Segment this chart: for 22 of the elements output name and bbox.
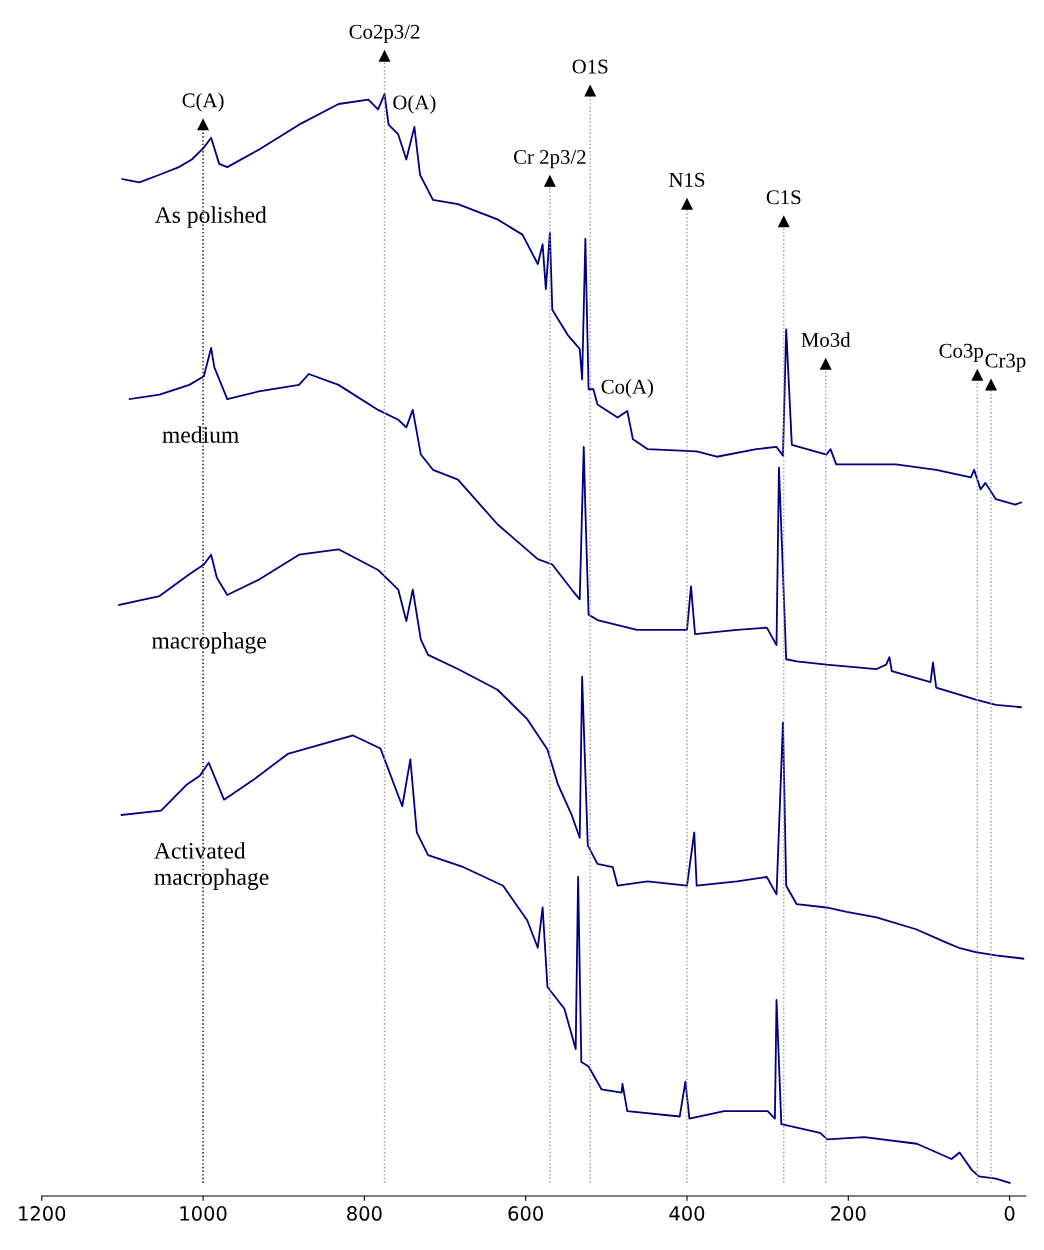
annotation: Co3p: [939, 343, 983, 363]
x-tick-label: 1200: [19, 1206, 66, 1221]
annotation: Co(A): [601, 379, 653, 398]
x-tick-label: 800: [347, 1206, 382, 1221]
annotation: O(A): [393, 94, 436, 114]
series-label: macrophage: [151, 632, 266, 654]
annotation: Mo3d: [801, 332, 851, 347]
annotation: C(A): [182, 92, 224, 112]
x-tick-label: 0: [1004, 1206, 1015, 1221]
annotation: Co2p3/2: [349, 24, 420, 44]
x-tick-label: 200: [831, 1206, 866, 1221]
annotation: N1S: [669, 172, 705, 187]
annotation: Cr3p: [985, 353, 1026, 372]
annotation: Cr 2p3/2: [513, 149, 586, 169]
x-tick-label: 600: [508, 1206, 543, 1221]
series-label: medium: [162, 426, 239, 443]
series-label: Activated macrophage: [154, 842, 269, 890]
x-tick-label: 1000: [180, 1206, 227, 1221]
annotation: C1S: [766, 190, 801, 205]
x-tick-label: 400: [669, 1206, 705, 1221]
annotation: O1S: [572, 59, 608, 74]
series-label: As polished: [154, 206, 267, 228]
